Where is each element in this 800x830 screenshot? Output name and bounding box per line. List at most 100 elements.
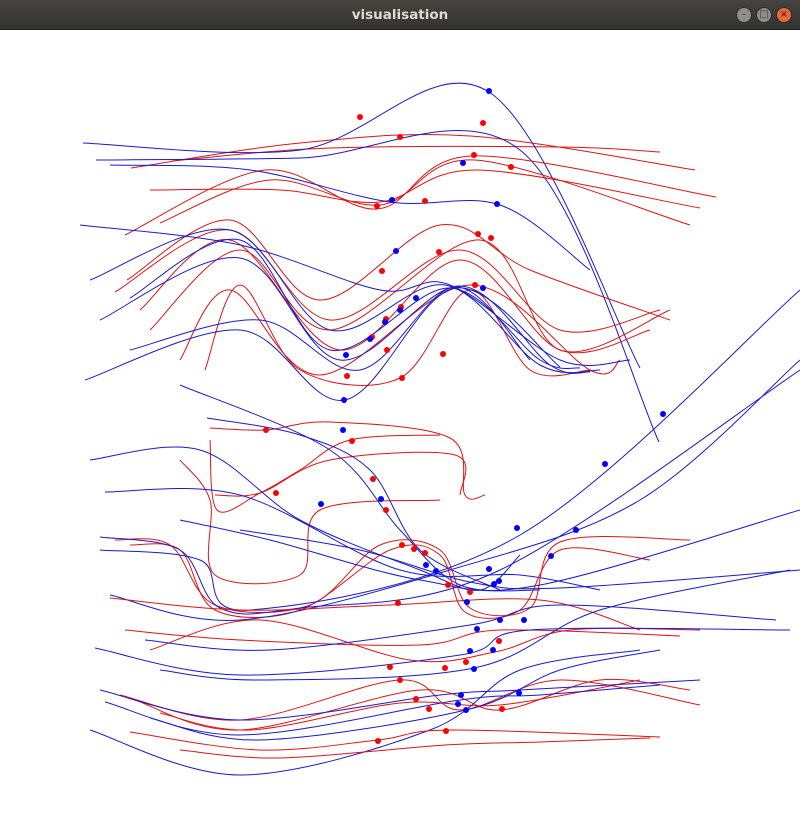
blue-curve-3 <box>82 82 641 369</box>
red-marker-44 <box>399 542 405 548</box>
blue-curve-8 <box>109 164 591 271</box>
blue-marker-53 <box>491 581 497 587</box>
blue-marker-10 <box>389 197 395 203</box>
blue-curve-32 <box>109 359 800 621</box>
red-marker-72 <box>426 706 432 712</box>
red-curve-14 <box>149 239 671 353</box>
blue-marker-19 <box>413 295 419 301</box>
red-marker-3 <box>480 120 486 126</box>
blue-marker-54 <box>496 578 502 584</box>
red-marker-37 <box>370 476 376 482</box>
red-curve-6 <box>159 159 691 226</box>
blue-marker-33 <box>340 427 346 433</box>
blue-marker-70 <box>516 690 522 696</box>
red-curve-7 <box>149 169 701 209</box>
red-marker-5 <box>471 152 477 158</box>
blue-marker-36 <box>602 461 608 467</box>
blue-marker-59 <box>521 617 527 623</box>
red-marker-13 <box>488 235 494 241</box>
curves-layer <box>79 82 800 776</box>
blue-marker-71 <box>455 701 461 707</box>
blue-curve-41 <box>159 569 791 681</box>
blue-curve-26 <box>104 487 601 591</box>
red-marker-29 <box>344 373 350 379</box>
red-marker-52 <box>467 589 473 595</box>
blue-curve-4 <box>95 130 660 443</box>
red-curve-38 <box>124 629 681 646</box>
blue-marker-25 <box>367 336 373 342</box>
blue-curve-15 <box>79 224 631 367</box>
red-marker-28 <box>440 351 446 357</box>
blue-curve-48 <box>89 649 641 776</box>
red-curve-1 <box>130 133 696 171</box>
blue-curve-20 <box>129 286 531 371</box>
red-marker-14 <box>436 249 442 255</box>
blue-curve-31 <box>99 369 800 615</box>
blue-marker-42 <box>514 525 520 531</box>
maximize-button[interactable]: □ <box>756 7 772 23</box>
blue-marker-69 <box>458 692 464 698</box>
red-curve-44 <box>159 679 641 731</box>
red-marker-56 <box>395 600 401 606</box>
red-marker-1 <box>357 114 363 120</box>
red-marker-6 <box>508 164 514 170</box>
blue-curve-35 <box>239 529 800 590</box>
red-marker-30 <box>399 375 405 381</box>
blue-curve-27 <box>206 417 501 591</box>
blue-marker-47 <box>548 553 554 559</box>
blue-curve-33 <box>99 289 800 611</box>
blue-marker-50 <box>486 566 492 572</box>
red-marker-35 <box>349 438 355 444</box>
red-marker-51 <box>445 582 451 588</box>
red-marker-65 <box>442 665 448 671</box>
blue-marker-58 <box>474 626 480 632</box>
red-marker-9 <box>422 198 428 204</box>
blue-curve-39 <box>144 604 777 651</box>
red-marker-34 <box>263 427 269 433</box>
red-curve-43 <box>134 678 691 731</box>
blue-marker-43 <box>573 527 579 533</box>
blue-marker-49 <box>433 568 439 574</box>
red-curve-37 <box>149 619 701 663</box>
close-button[interactable]: × <box>776 7 792 23</box>
blue-marker-61 <box>467 648 473 654</box>
window-controls: – □ × <box>736 7 792 23</box>
blue-curve-16 <box>89 228 601 374</box>
blue-marker-7 <box>460 160 466 166</box>
window-title: visualisation <box>351 7 449 23</box>
red-curve-2 <box>171 145 661 162</box>
red-curve-21 <box>209 421 486 500</box>
blue-curve-17 <box>129 238 581 369</box>
blue-curve-28 <box>179 384 541 592</box>
red-marker-8 <box>374 203 380 209</box>
red-marker-60 <box>496 638 502 644</box>
red-marker-2 <box>397 134 403 140</box>
blue-marker-23 <box>382 319 388 325</box>
red-curve-50 <box>179 737 651 759</box>
red-marker-27 <box>384 347 390 353</box>
blue-marker-11 <box>494 201 500 207</box>
red-curve-23 <box>209 434 441 513</box>
red-marker-67 <box>397 677 403 683</box>
blue-curve-47 <box>149 649 661 741</box>
curves-plot <box>79 82 800 776</box>
blue-marker-31 <box>341 397 347 403</box>
red-marker-75 <box>443 728 449 734</box>
red-marker-45 <box>411 546 417 552</box>
blue-marker-39 <box>378 496 384 502</box>
blue-marker-26 <box>343 352 349 358</box>
blue-curve-18 <box>99 257 591 374</box>
red-curve-29 <box>114 536 691 617</box>
minimize-button[interactable]: – <box>736 7 752 23</box>
red-curve-10 <box>114 229 661 333</box>
red-marker-76 <box>375 738 381 744</box>
title-bar[interactable]: visualisation – □ × <box>0 0 800 30</box>
red-marker-68 <box>413 696 419 702</box>
red-marker-46 <box>422 550 428 556</box>
red-curve-30 <box>129 543 651 619</box>
red-curve-9 <box>126 219 671 321</box>
red-marker-38 <box>273 490 279 496</box>
visualisation-canvas[interactable] <box>0 30 800 830</box>
blue-marker-18 <box>480 285 486 291</box>
